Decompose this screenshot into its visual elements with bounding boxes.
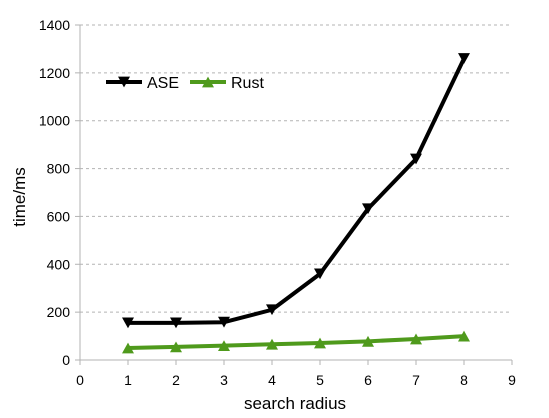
x-tick-label: 5 — [316, 372, 324, 388]
y-axis-title: time/ms — [10, 167, 29, 227]
tick-labels: 0 200 400 600 800 1000 1200 1400 0 1 2 3 4 5 6 7 8 9 — [39, 17, 516, 388]
data-point — [362, 203, 374, 215]
legend-item-ase: ASE — [106, 75, 179, 92]
series-line — [127, 334, 465, 351]
x-axis-title: search radius — [244, 394, 346, 413]
y-tick-label: 200 — [47, 304, 71, 320]
data-point — [314, 268, 326, 280]
data-point — [218, 316, 230, 328]
legend-label: ASE — [147, 75, 179, 92]
data-point — [410, 153, 422, 165]
data-point — [218, 340, 230, 352]
grid-lines — [80, 24, 512, 313]
data-point — [266, 338, 278, 350]
data-point — [170, 317, 182, 329]
data-point — [122, 342, 134, 354]
y-tick-label: 1400 — [39, 17, 70, 33]
data-point — [266, 304, 278, 316]
series-line — [128, 57, 466, 325]
x-tick-label: 8 — [460, 372, 468, 388]
y-tick-label: 1000 — [39, 113, 70, 129]
y-tick-label: 1200 — [39, 65, 70, 81]
data-point — [458, 53, 470, 64]
y-tick-label: 0 — [62, 352, 70, 368]
x-tick-label: 1 — [124, 372, 132, 388]
legend-marker — [118, 76, 130, 88]
legend-item-rust: Rust — [190, 75, 264, 92]
data-point — [410, 333, 422, 345]
data-point — [458, 330, 470, 342]
series-layer — [122, 53, 470, 354]
x-tick-label: 9 — [508, 372, 516, 388]
data-point — [314, 337, 326, 349]
data-point — [362, 335, 374, 347]
legend-label: Rust — [231, 75, 264, 92]
y-tick-label: 400 — [47, 256, 71, 272]
x-tick-label: 3 — [220, 372, 228, 388]
x-tick-label: 6 — [364, 372, 372, 388]
data-point — [122, 317, 134, 329]
series-rust — [122, 330, 470, 354]
axes — [75, 24, 513, 365]
x-tick-label: 7 — [412, 372, 420, 388]
x-tick-label: 2 — [172, 372, 180, 388]
x-tick-label: 4 — [268, 372, 276, 388]
series-ase — [122, 53, 470, 329]
y-tick-label: 600 — [47, 208, 71, 224]
legend-marker — [202, 76, 214, 88]
legend: ASE Rust — [106, 75, 264, 92]
y-tick-label: 800 — [47, 161, 71, 177]
x-tick-label: 0 — [76, 372, 84, 388]
data-point — [170, 341, 182, 353]
